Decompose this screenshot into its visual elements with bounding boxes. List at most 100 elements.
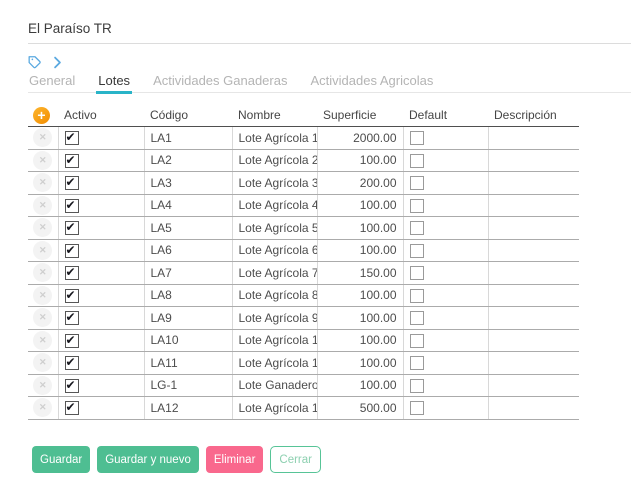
row-delete-button[interactable] bbox=[33, 285, 53, 305]
activo-checkbox[interactable] bbox=[64, 400, 79, 416]
default-checkbox[interactable] bbox=[409, 311, 424, 326]
default-checkbox[interactable] bbox=[409, 176, 424, 191]
nombre-cell[interactable]: Lote Agrícola 9 bbox=[231, 306, 317, 330]
tab-lotes[interactable]: Lotes bbox=[96, 72, 132, 94]
row-delete-button[interactable] bbox=[33, 375, 53, 395]
activo-checkbox[interactable] bbox=[64, 333, 79, 348]
codigo-cell[interactable]: LA7 bbox=[143, 261, 232, 285]
expand-button[interactable] bbox=[52, 56, 63, 72]
superficie-cell[interactable]: 2000.00 bbox=[316, 126, 403, 150]
default-checkbox[interactable] bbox=[409, 401, 424, 416]
column-header-default[interactable]: Default bbox=[403, 104, 488, 127]
row-delete-button[interactable] bbox=[33, 240, 53, 260]
row-delete-button[interactable] bbox=[33, 150, 53, 170]
superficie-cell[interactable]: 100.00 bbox=[316, 239, 403, 262]
codigo-cell[interactable]: LA11 bbox=[143, 351, 232, 375]
row-delete-button[interactable] bbox=[33, 308, 53, 328]
add-row-button[interactable] bbox=[33, 106, 50, 124]
descripcion-cell[interactable] bbox=[487, 284, 579, 307]
activo-checkbox[interactable] bbox=[64, 130, 79, 146]
activo-checkbox[interactable] bbox=[64, 153, 79, 168]
descripcion-cell[interactable] bbox=[487, 374, 579, 397]
codigo-cell[interactable]: LA12 bbox=[143, 396, 232, 420]
activo-checkbox[interactable] bbox=[64, 378, 79, 393]
row-delete-button[interactable] bbox=[33, 218, 53, 238]
superficie-cell[interactable]: 100.00 bbox=[316, 216, 403, 240]
activo-checkbox[interactable] bbox=[64, 288, 79, 303]
nombre-cell[interactable]: Lote Agrícola 5 bbox=[231, 216, 317, 240]
activo-checkbox[interactable] bbox=[64, 220, 79, 236]
codigo-cell[interactable]: LA9 bbox=[143, 306, 232, 330]
descripcion-cell[interactable] bbox=[487, 306, 579, 330]
superficie-cell[interactable]: 100.00 bbox=[316, 306, 403, 330]
superficie-cell[interactable]: 100.00 bbox=[316, 374, 403, 397]
codigo-cell[interactable]: LA5 bbox=[143, 216, 232, 240]
codigo-cell[interactable]: LG-1 bbox=[143, 374, 232, 397]
eliminar-button[interactable]: Eliminar bbox=[205, 446, 264, 473]
row-delete-button[interactable] bbox=[33, 330, 53, 350]
guardar-y-nuevo-button[interactable]: Guardar y nuevo bbox=[97, 446, 199, 473]
activo-checkbox[interactable] bbox=[64, 198, 79, 213]
row-delete-button[interactable] bbox=[33, 173, 53, 193]
tag-button[interactable] bbox=[28, 55, 42, 72]
default-checkbox[interactable] bbox=[409, 356, 424, 371]
descripcion-cell[interactable] bbox=[487, 396, 579, 420]
descripcion-cell[interactable] bbox=[487, 216, 579, 240]
descripcion-cell[interactable] bbox=[487, 239, 579, 262]
tab-actividades-agricolas[interactable]: Actividades Agricolas bbox=[310, 73, 434, 88]
column-header-descripcion[interactable]: Descripción bbox=[488, 104, 579, 127]
nombre-cell[interactable]: Lote Agrícola 1 bbox=[231, 126, 317, 150]
descripcion-cell[interactable] bbox=[487, 149, 579, 172]
row-delete-button[interactable] bbox=[33, 398, 53, 418]
activo-checkbox[interactable] bbox=[64, 355, 79, 371]
column-header-nombre[interactable]: Nombre bbox=[232, 104, 317, 127]
codigo-cell[interactable]: LA2 bbox=[143, 149, 232, 172]
descripcion-cell[interactable] bbox=[487, 351, 579, 375]
nombre-cell[interactable]: Lote Agrícola 4 bbox=[231, 194, 317, 217]
superficie-cell[interactable]: 100.00 bbox=[316, 284, 403, 307]
nombre-cell[interactable]: Lote Ganadero 1 bbox=[231, 374, 317, 397]
default-checkbox[interactable] bbox=[409, 243, 424, 258]
default-checkbox[interactable] bbox=[409, 198, 424, 213]
codigo-cell[interactable]: LA4 bbox=[143, 194, 232, 217]
superficie-cell[interactable]: 150.00 bbox=[316, 261, 403, 285]
activo-checkbox[interactable] bbox=[64, 265, 79, 281]
superficie-cell[interactable]: 100.00 bbox=[316, 329, 403, 352]
tab-actividades-ganaderas[interactable]: Actividades Ganaderas bbox=[153, 73, 288, 88]
nombre-cell[interactable]: Lote Agrícola 6 bbox=[231, 239, 317, 262]
column-header-codigo[interactable]: Código bbox=[144, 104, 232, 127]
default-checkbox[interactable] bbox=[409, 266, 424, 281]
superficie-cell[interactable]: 100.00 bbox=[316, 149, 403, 172]
nombre-cell[interactable]: Lote Agrícola 12 bbox=[231, 396, 317, 420]
tab-general[interactable]: General bbox=[29, 73, 76, 88]
nombre-cell[interactable]: Lote Agrícola 7 bbox=[231, 261, 317, 285]
descripcion-cell[interactable] bbox=[487, 194, 579, 217]
superficie-cell[interactable]: 200.00 bbox=[316, 171, 403, 195]
cerrar-button[interactable]: Cerrar bbox=[270, 446, 321, 473]
nombre-cell[interactable]: Lote Agrícola 11 bbox=[231, 351, 317, 375]
row-delete-button[interactable] bbox=[33, 128, 53, 148]
nombre-cell[interactable]: Lote Agrícola 8 bbox=[231, 284, 317, 307]
activo-checkbox[interactable] bbox=[64, 310, 79, 326]
activo-checkbox[interactable] bbox=[64, 243, 79, 258]
superficie-cell[interactable]: 100.00 bbox=[316, 194, 403, 217]
nombre-cell[interactable]: Lote Agrícola 2 bbox=[231, 149, 317, 172]
row-delete-button[interactable] bbox=[33, 195, 53, 215]
codigo-cell[interactable]: LA3 bbox=[143, 171, 232, 195]
default-checkbox[interactable] bbox=[409, 153, 424, 168]
descripcion-cell[interactable] bbox=[487, 329, 579, 352]
codigo-cell[interactable]: LA8 bbox=[143, 284, 232, 307]
default-checkbox[interactable] bbox=[409, 221, 424, 236]
column-header-activo[interactable]: Activo bbox=[58, 104, 144, 127]
guardar-button[interactable]: Guardar bbox=[32, 446, 91, 473]
descripcion-cell[interactable] bbox=[487, 171, 579, 195]
nombre-cell[interactable]: Lote Agrícola 3 bbox=[231, 171, 317, 195]
superficie-cell[interactable]: 100.00 bbox=[316, 351, 403, 375]
activo-checkbox[interactable] bbox=[64, 175, 79, 191]
codigo-cell[interactable]: LA1 bbox=[143, 126, 232, 150]
default-checkbox[interactable] bbox=[409, 131, 424, 146]
descripcion-cell[interactable] bbox=[487, 261, 579, 285]
default-checkbox[interactable] bbox=[409, 378, 424, 393]
descripcion-cell[interactable] bbox=[487, 126, 579, 150]
codigo-cell[interactable]: LA10 bbox=[143, 329, 232, 352]
